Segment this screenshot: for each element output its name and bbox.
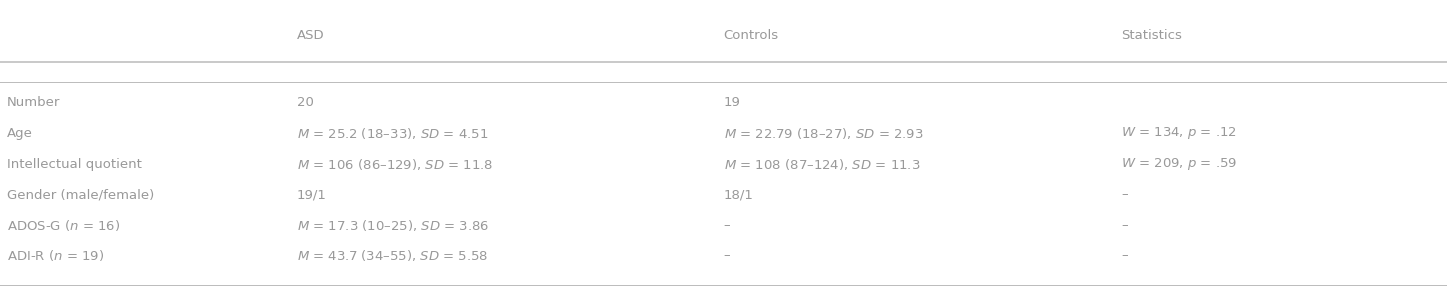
Text: ASD: ASD: [297, 29, 324, 42]
Text: $M$ = 22.79 (18–27), $SD$ = 2.93: $M$ = 22.79 (18–27), $SD$ = 2.93: [724, 126, 923, 141]
Text: 18/1: 18/1: [724, 188, 754, 201]
Text: –: –: [1121, 249, 1129, 262]
Text: Age: Age: [7, 127, 33, 140]
Text: –: –: [724, 219, 731, 232]
Text: ADI-R ($n$ = 19): ADI-R ($n$ = 19): [7, 248, 104, 263]
Text: 19: 19: [724, 96, 741, 109]
Text: Statistics: Statistics: [1121, 29, 1182, 42]
Text: –: –: [1121, 188, 1129, 201]
Text: –: –: [1121, 219, 1129, 232]
Text: $M$ = 108 (87–124), $SD$ = 11.3: $M$ = 108 (87–124), $SD$ = 11.3: [724, 156, 920, 172]
Text: 20: 20: [297, 96, 314, 109]
Text: $M$ = 17.3 (10–25), $SD$ = 3.86: $M$ = 17.3 (10–25), $SD$ = 3.86: [297, 218, 489, 233]
Text: $M$ = 106 (86–129), $SD$ = 11.8: $M$ = 106 (86–129), $SD$ = 11.8: [297, 156, 493, 172]
Text: 19/1: 19/1: [297, 188, 327, 201]
Text: Gender (male/female): Gender (male/female): [7, 188, 155, 201]
Text: ADOS-G ($n$ = 16): ADOS-G ($n$ = 16): [7, 218, 120, 233]
Text: Intellectual quotient: Intellectual quotient: [7, 158, 142, 171]
Text: Number: Number: [7, 96, 61, 109]
Text: $M$ = 25.2 (18–33), $SD$ = 4.51: $M$ = 25.2 (18–33), $SD$ = 4.51: [297, 126, 488, 141]
Text: $M$ = 43.7 (34–55), $SD$ = 5.58: $M$ = 43.7 (34–55), $SD$ = 5.58: [297, 248, 488, 263]
Text: $W$ = 209, $p$ = .59: $W$ = 209, $p$ = .59: [1121, 156, 1237, 172]
Text: –: –: [724, 249, 731, 262]
Text: Controls: Controls: [724, 29, 778, 42]
Text: $W$ = 134, $p$ = .12: $W$ = 134, $p$ = .12: [1121, 126, 1237, 141]
